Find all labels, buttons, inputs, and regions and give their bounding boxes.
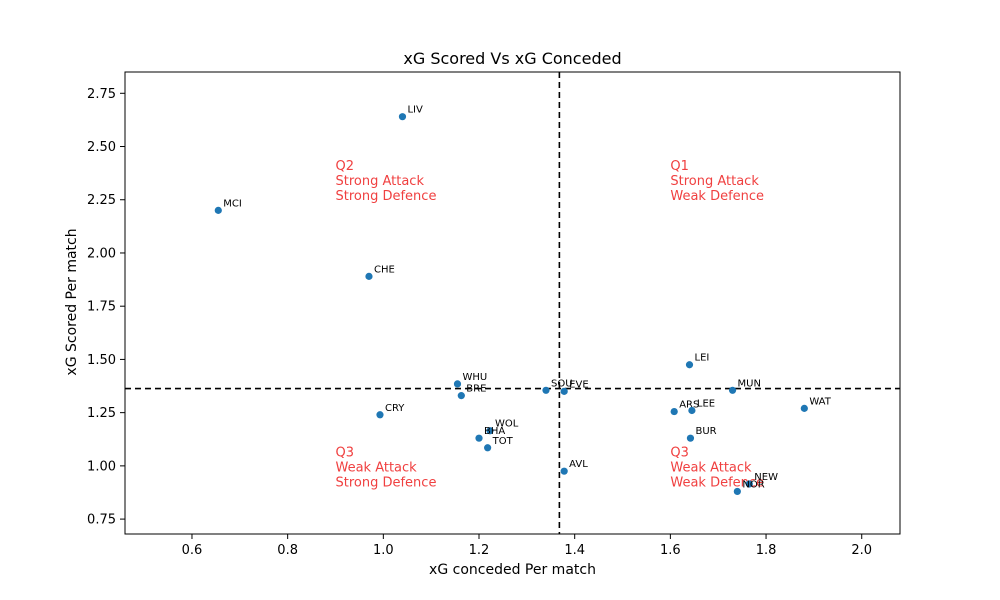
point-label: LEE [697, 399, 715, 410]
data-point [453, 380, 462, 388]
point-label: SOU [551, 378, 573, 389]
quadrant-label: Weak Attack [670, 460, 752, 475]
x-tick-label: 1.4 [564, 543, 585, 558]
quadrant-label: Weak Defence [670, 189, 764, 204]
data-point [457, 392, 465, 400]
quadrant-label: Weak Attack [335, 460, 417, 475]
plot-area: 0.6 0.8 1.0 1.2 1.4 1.6 1.8 2.0 0.75 1.00 1.25 1.50… [87, 71, 901, 558]
data-point [733, 487, 741, 496]
data-point [475, 434, 483, 442]
point-label: EVE [569, 379, 588, 390]
data-point [484, 444, 492, 452]
point-label: TOT [492, 436, 514, 447]
y-tick-label: 0.75 [87, 513, 116, 528]
data-point [745, 480, 753, 488]
data-point [560, 387, 568, 395]
point-label: BRE [466, 384, 486, 395]
x-axis-title: xG conceded Per match [429, 562, 596, 578]
point-label: NOR [742, 479, 764, 490]
point-label: AVL [569, 459, 588, 470]
data-point [688, 406, 696, 415]
data-point [398, 113, 407, 121]
point-label: CRY [385, 403, 405, 414]
point-label: WAT [809, 396, 831, 407]
y-tick-label: 1.25 [87, 406, 116, 421]
y-tick-label: 2.75 [87, 87, 116, 102]
x-tick-label: 1.8 [756, 543, 777, 558]
quadrant-label: Strong Attack [335, 174, 424, 189]
quadrant-label: Q3 [335, 445, 354, 460]
quadrant-label: Strong Defence [335, 475, 436, 490]
point-label: MUN [738, 378, 761, 389]
x-tick-label: 1.2 [469, 543, 490, 558]
point-label: LIV [407, 105, 423, 116]
quadrant-label: Weak Defence [670, 475, 764, 490]
data-point [376, 411, 384, 419]
quadrant-label: Q1 [670, 159, 689, 174]
x-tick-label: 1.6 [660, 543, 681, 558]
plot-frame [124, 71, 901, 535]
data-point [560, 467, 568, 475]
point-label: WHU [462, 372, 487, 383]
point-label: MCI [223, 198, 242, 209]
point-label: NEW [754, 472, 778, 483]
point-label: BHA [484, 426, 505, 437]
data-point [542, 386, 550, 394]
point-label: BUR [695, 426, 716, 437]
data-point [686, 434, 695, 442]
data-point [214, 206, 222, 214]
quadrant-label: Strong Attack [670, 174, 759, 189]
y-tick-label: 2.00 [87, 246, 116, 261]
y-axis-title: xG Scored Per match [64, 228, 80, 375]
quadrant-label: Q3 [670, 445, 689, 460]
point-label: CHE [374, 264, 395, 275]
quadrant-label: Q2 [335, 159, 354, 174]
data-point [670, 407, 678, 416]
y-tick-label: 1.50 [87, 353, 116, 368]
y-tick-label: 1.75 [87, 300, 116, 315]
chart-title: xG Scored Vs xG Conceded [403, 49, 621, 68]
x-tick-label: 1.0 [373, 543, 394, 558]
data-point [685, 361, 694, 369]
quadrant-label: Strong Defence [335, 189, 436, 204]
y-tick-label: 2.25 [87, 193, 116, 208]
data-point [800, 404, 808, 412]
point-label: ARS [679, 400, 699, 411]
data-point [365, 272, 373, 280]
y-tick-label: 1.00 [87, 459, 116, 474]
y-tick-label: 2.50 [87, 140, 116, 155]
point-label: LEI [695, 353, 710, 364]
x-tick-label: 2.0 [851, 543, 872, 558]
x-tick-label: 0.6 [182, 543, 203, 558]
point-label: WOL [495, 419, 519, 430]
x-tick-label: 0.8 [277, 543, 298, 558]
data-point [728, 386, 737, 394]
data-point [486, 427, 494, 435]
